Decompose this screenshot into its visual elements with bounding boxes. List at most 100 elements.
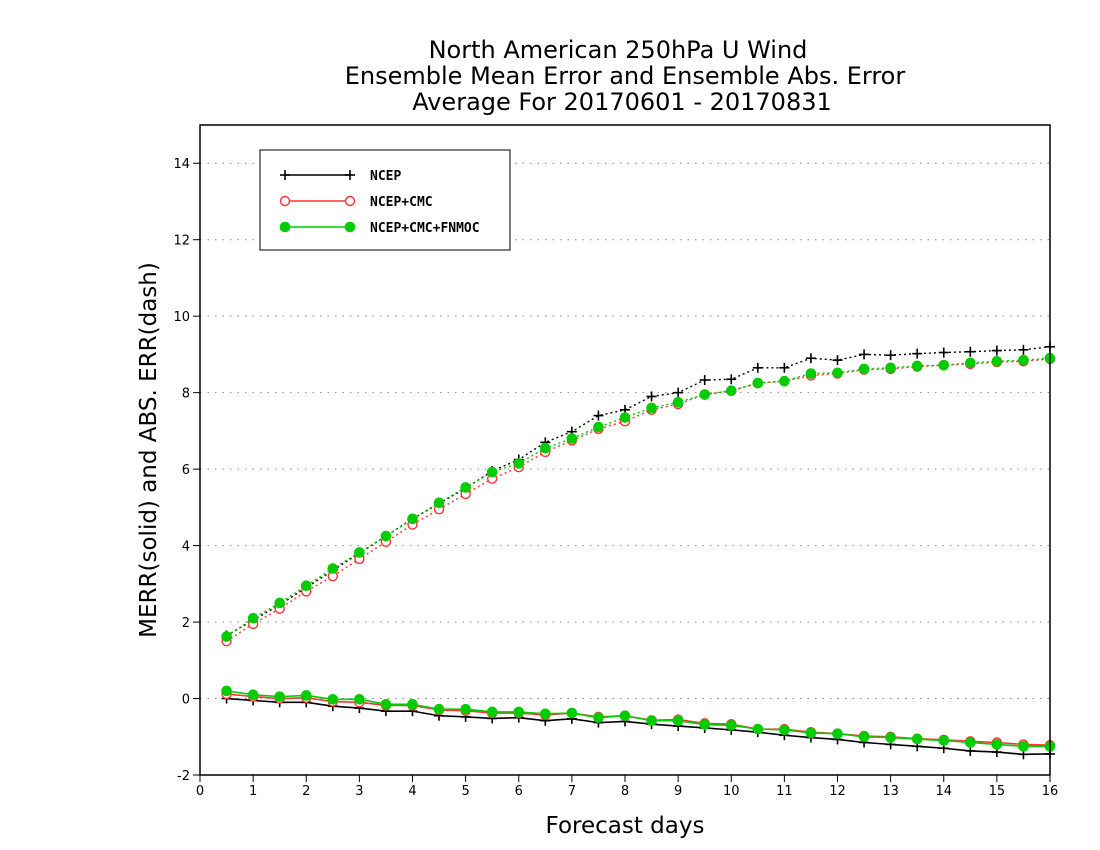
merr-point-ncep-cmc-fnmoc [725, 719, 737, 731]
abs-err-line-ncep-cmc [226, 358, 1051, 642]
x-tick-label: 15 [989, 784, 1006, 799]
abs-err-point-ncep-cmc-fnmoc [354, 547, 365, 558]
y-tick-label: 8 [182, 387, 190, 402]
legend-item-ncep-cmc: NCEP+CMC [279, 195, 433, 210]
series-ncep-cmc [221, 353, 1056, 751]
abs-err-point-ncep-cmc-fnmoc [965, 357, 976, 369]
abs-err-point-ncep-cmc-fnmoc [247, 612, 259, 624]
y-tick-label: 2 [182, 616, 190, 631]
merr-point-ncep-cmc-fnmoc [832, 728, 843, 740]
abs-err-point-ncep-cmc-fnmoc [646, 402, 657, 414]
x-tick-label: 12 [829, 784, 846, 799]
title-line-1: North American 250hPa U Wind [429, 36, 808, 64]
merr-point-ncep-cmc-fnmoc [300, 690, 312, 701]
y-tick-label: 10 [173, 310, 190, 325]
abs-err-point-ncep-cmc-fnmoc [672, 396, 684, 408]
merr-point-ncep-cmc-fnmoc [885, 732, 896, 743]
merr-point-ncep-cmc-fnmoc [619, 710, 631, 722]
x-tick-label: 5 [461, 784, 469, 799]
x-tick-label: 10 [723, 784, 740, 799]
legend-label: NCEP+CMC [370, 195, 433, 210]
legend-label: NCEP+CMC+FNMOC [370, 221, 480, 236]
merr-point-ncep-cmc-fnmoc [247, 689, 259, 701]
merr-point-ncep-cmc-fnmoc [805, 727, 817, 739]
x-tick-label: 14 [935, 784, 952, 799]
abs-err-point-ncep-cmc-fnmoc [300, 580, 312, 592]
y-axis-label: MERR(solid) and ABS. ERR(dash) [136, 262, 162, 638]
merr-point-ncep-cmc-fnmoc [274, 691, 285, 702]
abs-err-point-ncep [752, 362, 763, 373]
abs-err-point-ncep-cmc-fnmoc [858, 363, 870, 375]
merr-point-ncep-cmc-fnmoc [221, 685, 232, 697]
legend-marker [344, 221, 356, 233]
abs-err-point-ncep-cmc-fnmoc [274, 597, 285, 609]
abs-err-point-ncep [805, 353, 816, 364]
abs-err-point-ncep-cmc-fnmoc [805, 368, 817, 379]
abs-err-point-ncep-cmc-fnmoc [540, 442, 551, 454]
abs-err-point-ncep [699, 375, 710, 386]
abs-err-line-ncep [226, 346, 1051, 637]
merr-point-ncep-cmc-fnmoc [991, 739, 1003, 750]
abs-err-point-ncep-cmc-fnmoc [991, 355, 1003, 367]
abs-err-point-ncep-cmc-fnmoc [911, 360, 923, 372]
merr-point-ncep-cmc-fnmoc [513, 706, 525, 718]
merr-point-ncep-cmc-fnmoc [593, 712, 604, 723]
x-tick-label: 7 [568, 784, 576, 799]
abs-err-point-ncep-cmc-fnmoc [513, 458, 525, 469]
abs-err-point-ncep [646, 391, 657, 402]
legend-item-ncep: NCEP [280, 169, 401, 184]
abs-err-point-ncep [965, 346, 976, 357]
merr-line-ncep [226, 697, 1051, 756]
legend-marker [280, 170, 290, 180]
x-tick-label: 0 [196, 784, 204, 799]
series-layer [221, 341, 1056, 760]
merr-point-ncep-cmc-fnmoc [752, 723, 764, 735]
abs-err-point-ncep [859, 349, 870, 360]
abs-err-point-ncep [885, 350, 896, 361]
x-tick-label: 9 [674, 784, 682, 799]
abs-err-point-ncep [1018, 344, 1029, 355]
abs-err-point-ncep-cmc-fnmoc [938, 359, 950, 371]
x-tick-label: 1 [249, 784, 257, 799]
legend-box [259, 149, 511, 251]
series-ncep-cmc-fnmoc [221, 352, 1056, 752]
abs-err-point-ncep [779, 362, 790, 373]
merr-line-ncep-cmc [226, 693, 1051, 746]
legend-marker [279, 195, 291, 207]
merr-point-ncep-cmc-fnmoc [540, 708, 551, 720]
x-axis-label: Forecast days [546, 813, 705, 839]
merr-point-ncep-cmc-fnmoc [858, 731, 870, 743]
merr-point-ncep-cmc-fnmoc [646, 715, 657, 727]
merr-point-ncep-cmc-fnmoc [433, 703, 445, 715]
abs-err-point-ncep-cmc-fnmoc [327, 563, 339, 574]
x-tick-label: 8 [621, 784, 629, 799]
abs-err-point-ncep-cmc-fnmoc [725, 385, 737, 397]
abs-err-point-ncep-cmc-fnmoc [433, 497, 445, 509]
abs-err-point-ncep-cmc-fnmoc [619, 412, 631, 423]
merr-point-ncep-cmc-fnmoc [672, 715, 684, 727]
legend-marker [344, 195, 356, 207]
merr-point-ncep-cmc-fnmoc [1018, 741, 1029, 752]
abs-err-point-ncep [673, 387, 684, 398]
merr-point-ncep-cmc-fnmoc [938, 735, 950, 746]
abs-err-point-ncep-cmc-fnmoc [752, 377, 764, 389]
x-tick-label: 4 [408, 784, 416, 799]
abs-err-point-ncep-cmc-fnmoc [832, 367, 843, 379]
x-tick-label: 11 [776, 784, 793, 799]
merr-line-ncep-cmc-fnmoc [226, 690, 1050, 748]
title-line-2: Ensemble Mean Error and Ensemble Abs. Er… [345, 62, 906, 90]
x-tick-label: 13 [882, 784, 899, 799]
merr-point-ncep-cmc-fnmoc [699, 719, 710, 730]
y-tick-label: 0 [182, 693, 190, 708]
abs-err-point-ncep-cmc-fnmoc [593, 421, 604, 433]
merr-point-ncep-cmc-fnmoc [407, 698, 418, 710]
series-ncep [221, 341, 1055, 760]
y-tick-label: 6 [182, 463, 190, 478]
legend-item-ncep-cmc-fnmoc: NCEP+CMC+FNMOC [279, 221, 480, 236]
abs-err-point-ncep-cmc-fnmoc [221, 631, 232, 642]
abs-err-point-ncep-cmc-fnmoc [885, 362, 896, 374]
abs-err-point-ncep [991, 345, 1002, 356]
abs-err-line-ncep-cmc-fnmoc [226, 357, 1051, 638]
legend-marker [279, 221, 291, 233]
